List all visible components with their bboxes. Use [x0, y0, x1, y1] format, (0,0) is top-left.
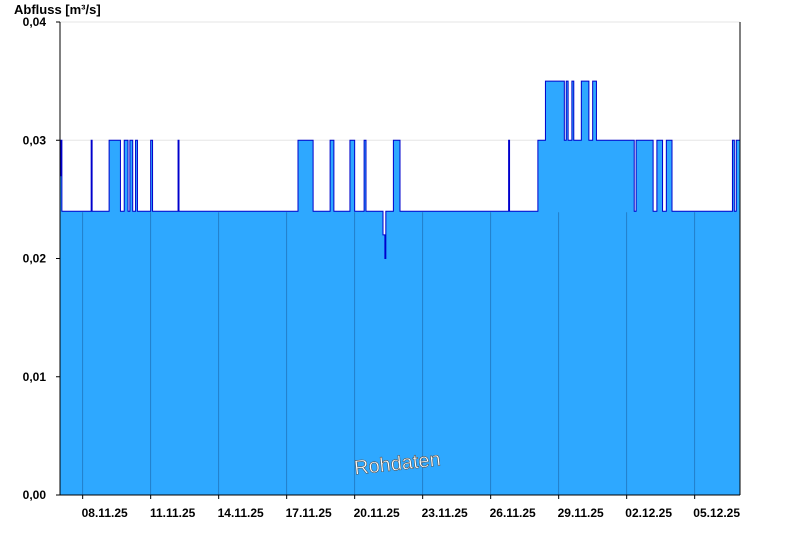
axes: [56, 21, 741, 499]
x-tick-label: 14.11.25: [218, 506, 264, 520]
y-tick-label: 0,00: [23, 488, 47, 502]
x-tick-label: 23.11.25: [422, 506, 468, 520]
x-tick-labels: 08.11.25 11.11.25 14.11.25 17.11.25 20.11.25…: [82, 506, 741, 520]
y-tick-label: 0,03: [23, 133, 47, 147]
y-tick-label: 0,02: [23, 252, 47, 266]
x-tick-label: 26.11.25: [490, 506, 536, 520]
x-tick-label: 02.12.25: [625, 506, 672, 520]
y-tick-labels: 0,00 0,01 0,02 0,03 0,04: [23, 15, 47, 502]
x-tick-label: 08.11.25: [82, 506, 128, 520]
series-area: [60, 80, 740, 495]
x-tick-label: 29.11.25: [558, 506, 604, 520]
x-tick-label: 20.11.25: [354, 506, 400, 520]
x-tick-label: 05.12.25: [693, 506, 740, 520]
series-line: [60, 80, 740, 259]
series-fill: [60, 81, 740, 495]
y-tick-label: 0,04: [23, 15, 47, 29]
day-dividers: [82, 212, 696, 495]
x-tick-label: 11.11.25: [150, 506, 196, 520]
y-tick-label: 0,01: [23, 370, 47, 384]
y-axis-label: Abfluss [m³/s]: [14, 2, 101, 17]
x-tick-label: 17.11.25: [286, 506, 332, 520]
